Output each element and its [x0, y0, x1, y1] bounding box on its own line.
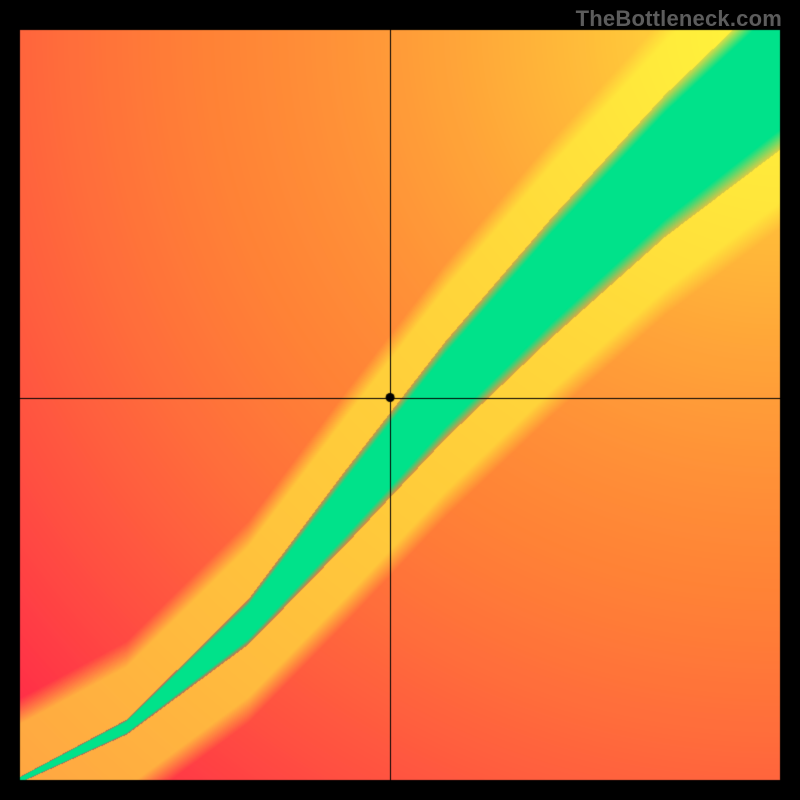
watermark-label: TheBottleneck.com	[576, 6, 782, 32]
bottleneck-heatmap-canvas	[0, 0, 800, 800]
chart-frame: TheBottleneck.com	[0, 0, 800, 800]
